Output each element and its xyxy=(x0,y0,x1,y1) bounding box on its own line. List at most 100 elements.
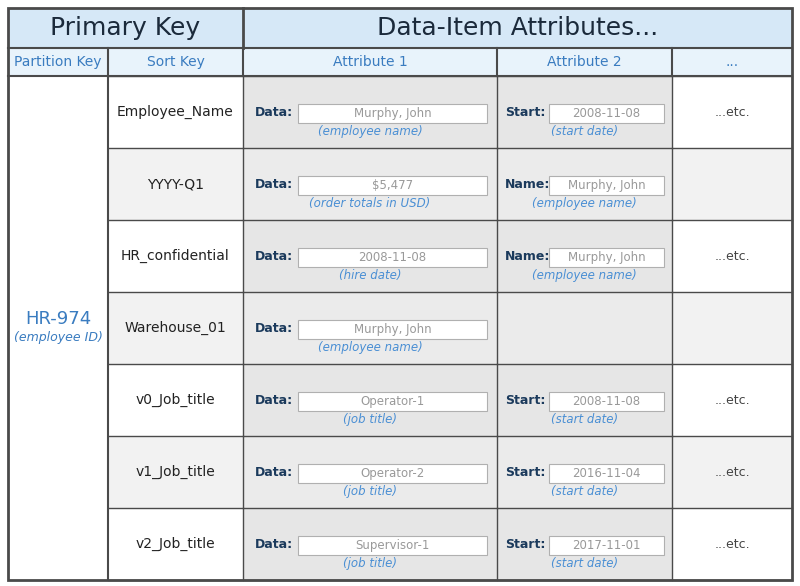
Text: ...: ... xyxy=(726,55,738,69)
Text: Primary Key: Primary Key xyxy=(50,16,201,40)
Bar xyxy=(497,220,672,292)
Bar xyxy=(108,508,243,580)
Text: (start date): (start date) xyxy=(551,485,618,498)
Text: (start date): (start date) xyxy=(551,124,618,138)
Bar xyxy=(298,320,487,339)
Bar xyxy=(672,48,792,76)
Text: ...etc.: ...etc. xyxy=(714,105,750,118)
Text: (order totals in USD): (order totals in USD) xyxy=(310,196,430,210)
Text: Murphy, John: Murphy, John xyxy=(568,179,646,192)
Bar xyxy=(108,364,243,436)
Bar xyxy=(497,48,672,76)
Bar xyxy=(298,392,487,411)
Text: 2008-11-08: 2008-11-08 xyxy=(573,395,641,408)
Bar xyxy=(497,508,672,580)
Text: (employee ID): (employee ID) xyxy=(14,331,102,343)
Bar xyxy=(8,48,108,76)
Bar xyxy=(672,364,792,436)
Text: Operator-2: Operator-2 xyxy=(360,467,425,480)
Text: (job title): (job title) xyxy=(343,485,397,498)
Text: 2008-11-08: 2008-11-08 xyxy=(573,107,641,120)
Text: (job title): (job title) xyxy=(343,413,397,425)
Bar xyxy=(549,464,664,483)
Bar xyxy=(8,76,108,580)
Text: v0_Job_title: v0_Job_title xyxy=(136,393,215,407)
Bar xyxy=(108,148,243,220)
Text: 2016-11-04: 2016-11-04 xyxy=(572,467,641,480)
Text: Attribute 1: Attribute 1 xyxy=(333,55,407,69)
Text: Data:: Data: xyxy=(255,178,293,190)
Bar xyxy=(243,48,497,76)
Bar xyxy=(108,436,243,508)
Bar xyxy=(243,436,497,508)
Text: (employee name): (employee name) xyxy=(532,196,637,210)
Bar xyxy=(243,8,792,48)
Bar xyxy=(243,364,497,436)
Text: (hire date): (hire date) xyxy=(338,268,402,281)
Text: 2008-11-08: 2008-11-08 xyxy=(358,251,426,264)
Text: ...etc.: ...etc. xyxy=(714,465,750,479)
Text: (employee name): (employee name) xyxy=(532,268,637,281)
Bar xyxy=(672,76,792,148)
Bar xyxy=(549,176,664,195)
Bar xyxy=(497,364,672,436)
Text: (employee name): (employee name) xyxy=(318,124,422,138)
Bar xyxy=(298,104,487,123)
Text: Sort Key: Sort Key xyxy=(146,55,205,69)
Text: ...etc.: ...etc. xyxy=(714,250,750,263)
Bar xyxy=(549,392,664,411)
Bar xyxy=(497,436,672,508)
Text: v1_Job_title: v1_Job_title xyxy=(136,465,215,479)
Text: HR-974: HR-974 xyxy=(25,310,91,328)
Text: (job title): (job title) xyxy=(343,557,397,570)
Bar xyxy=(298,248,487,267)
Bar xyxy=(497,76,672,148)
Text: Warehouse_01: Warehouse_01 xyxy=(125,321,226,335)
Bar xyxy=(672,508,792,580)
Text: Data:: Data: xyxy=(255,322,293,335)
Bar xyxy=(243,76,497,148)
Bar xyxy=(672,148,792,220)
Text: Start:: Start: xyxy=(505,537,546,550)
Bar xyxy=(243,292,497,364)
Text: ...etc.: ...etc. xyxy=(714,537,750,550)
Text: Data:: Data: xyxy=(255,250,293,263)
Text: Data:: Data: xyxy=(255,537,293,550)
Text: Partition Key: Partition Key xyxy=(14,55,102,69)
Text: v2_Job_title: v2_Job_title xyxy=(136,537,215,551)
Text: Employee_Name: Employee_Name xyxy=(117,105,234,119)
Bar xyxy=(672,292,792,364)
Bar xyxy=(298,464,487,483)
Bar xyxy=(549,536,664,555)
Text: Murphy, John: Murphy, John xyxy=(354,323,431,336)
Text: $5,477: $5,477 xyxy=(372,179,413,192)
Bar xyxy=(243,508,497,580)
Text: Name:: Name: xyxy=(505,178,550,190)
Text: HR_confidential: HR_confidential xyxy=(121,249,230,263)
Bar xyxy=(108,292,243,364)
Text: Data:: Data: xyxy=(255,394,293,407)
Bar xyxy=(298,536,487,555)
Bar xyxy=(243,148,497,220)
Bar xyxy=(108,220,243,292)
Text: Data:: Data: xyxy=(255,105,293,118)
Bar xyxy=(108,48,243,76)
Text: 2017-11-01: 2017-11-01 xyxy=(572,539,641,552)
Text: Name:: Name: xyxy=(505,250,550,263)
Bar xyxy=(549,248,664,267)
Bar xyxy=(497,292,672,364)
Text: Data-Item Attributes...: Data-Item Attributes... xyxy=(377,16,658,40)
Text: (start date): (start date) xyxy=(551,557,618,570)
Text: YYYY-Q1: YYYY-Q1 xyxy=(147,177,204,191)
Bar xyxy=(108,76,243,148)
Bar xyxy=(497,148,672,220)
Text: Start:: Start: xyxy=(505,105,546,118)
Text: (employee name): (employee name) xyxy=(318,340,422,353)
Text: Supervisor-1: Supervisor-1 xyxy=(355,539,430,552)
Bar xyxy=(8,8,243,48)
Text: Start:: Start: xyxy=(505,465,546,479)
Text: Murphy, John: Murphy, John xyxy=(354,107,431,120)
Text: Murphy, John: Murphy, John xyxy=(568,251,646,264)
Bar xyxy=(243,220,497,292)
Bar xyxy=(672,220,792,292)
